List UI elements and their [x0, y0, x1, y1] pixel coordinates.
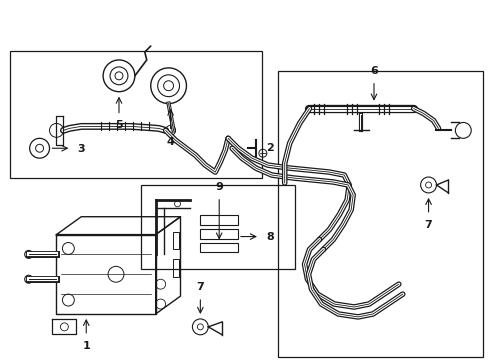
Text: 7: 7	[196, 282, 204, 292]
Text: 6: 6	[370, 66, 378, 76]
Text: 3: 3	[77, 144, 85, 154]
Text: 2: 2	[266, 143, 274, 153]
Bar	[141, 185, 294, 269]
Text: 5: 5	[115, 121, 123, 130]
Text: 7: 7	[425, 220, 433, 230]
Circle shape	[24, 251, 33, 258]
Bar	[10, 51, 262, 178]
Bar	[172, 231, 178, 249]
Circle shape	[24, 275, 33, 283]
Text: 4: 4	[167, 137, 174, 147]
Text: 1: 1	[82, 341, 90, 351]
Bar	[172, 260, 178, 277]
Bar	[200, 215, 238, 225]
Bar	[200, 243, 238, 252]
Text: 9: 9	[215, 182, 223, 192]
Text: 8: 8	[266, 231, 274, 242]
Bar	[278, 71, 483, 357]
Bar	[200, 229, 238, 239]
